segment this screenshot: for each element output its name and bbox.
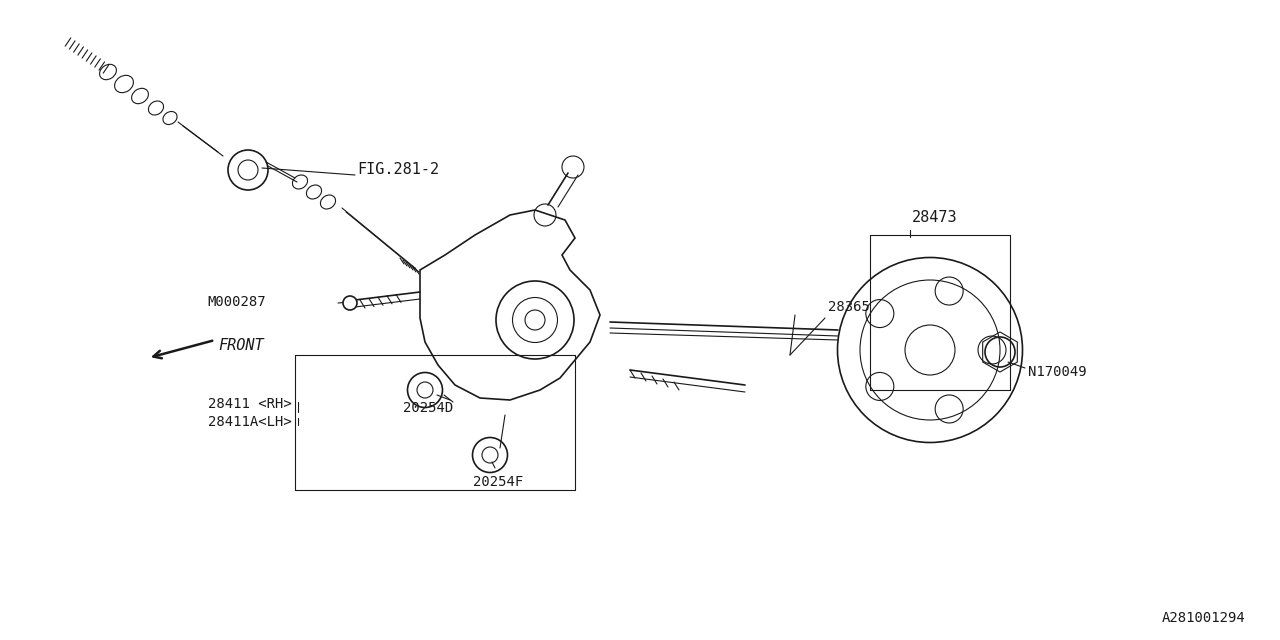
Text: FIG.281-2: FIG.281-2 [357,163,439,177]
Text: 28411 <RH>: 28411 <RH> [209,397,292,411]
Text: M000287: M000287 [207,295,266,309]
Text: 28411A<LH>: 28411A<LH> [209,415,292,429]
Text: A281001294: A281001294 [1161,611,1245,625]
Text: 28473: 28473 [911,210,957,225]
Ellipse shape [343,296,357,310]
Text: 20254D: 20254D [403,401,453,415]
Text: 20254F: 20254F [472,475,524,489]
Text: FRONT: FRONT [218,337,264,353]
Text: 28365: 28365 [828,300,870,314]
Text: N170049: N170049 [1028,365,1087,379]
